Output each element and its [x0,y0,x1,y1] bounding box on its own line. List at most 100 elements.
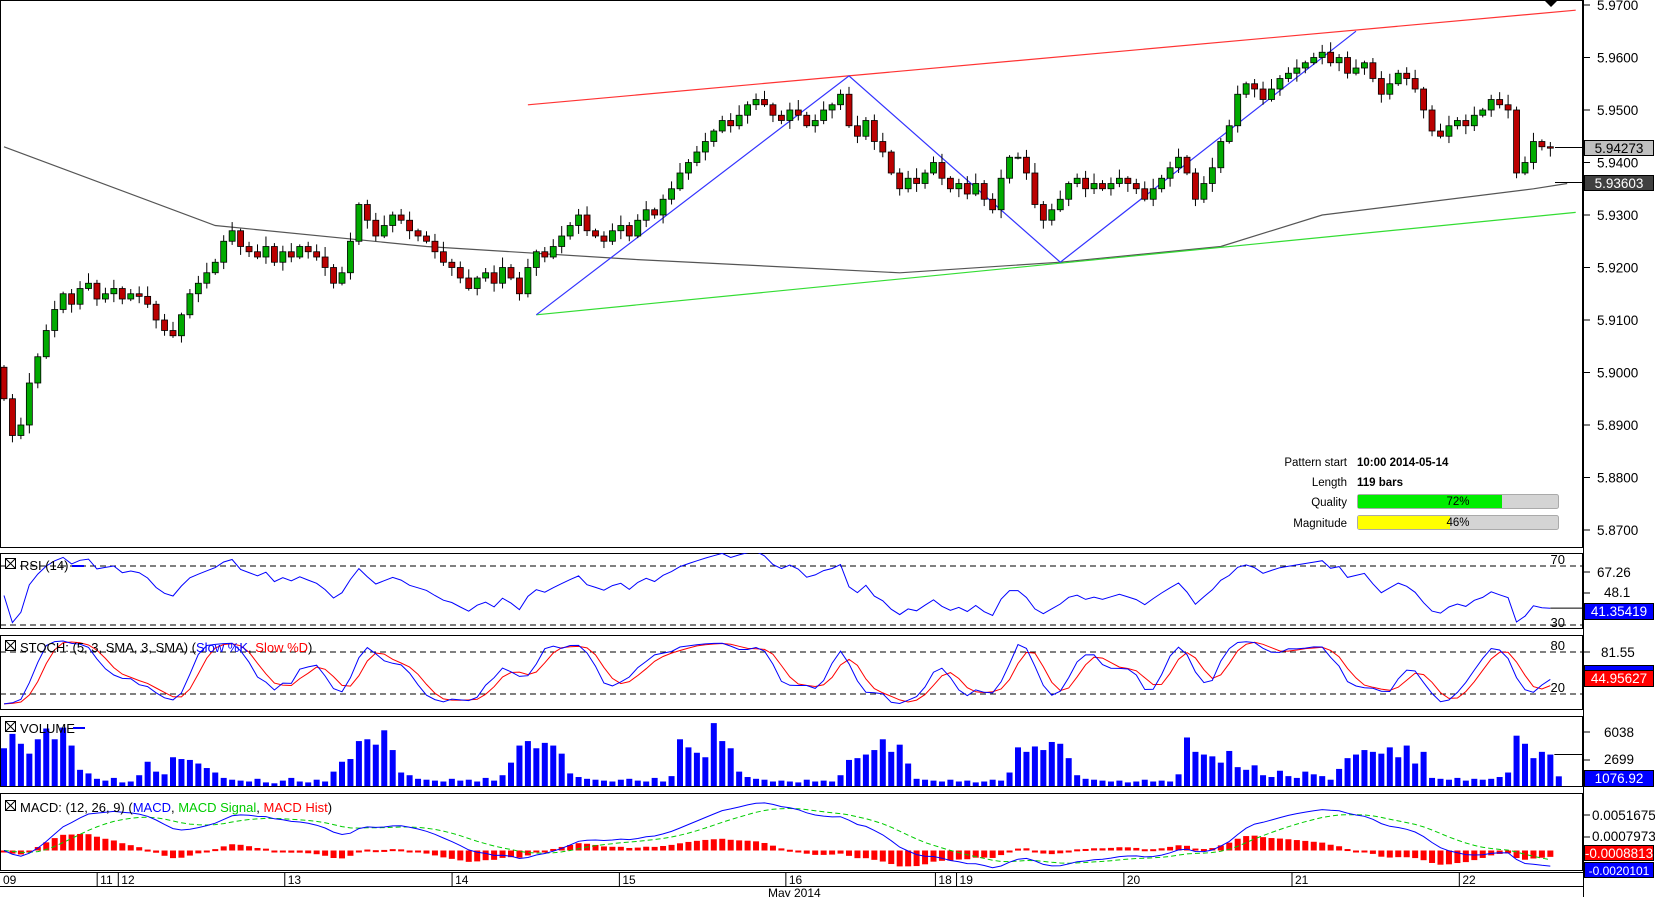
volume-bar [1107,781,1114,786]
candle-body [127,293,135,300]
macd-hist-bar [922,850,929,865]
macd-hist-bar [68,834,75,851]
macd-hist-bar [862,850,869,859]
candle-body [1513,109,1520,174]
volume-bar [110,777,117,786]
volume-bar [778,780,785,786]
macd-hist-bar [1378,850,1385,857]
candle-body [549,246,557,258]
candle-body [896,172,904,190]
volume-bar [541,742,548,786]
candle-body [237,230,245,247]
candle-body [592,230,599,237]
volume-bar [364,739,371,786]
macd-hist-bar [626,847,633,851]
candle-body [710,130,718,142]
volume-bar [389,750,396,786]
candle-body [1361,62,1368,69]
candle-body [1335,57,1343,64]
volume-bar [575,777,582,786]
candle-body [600,235,608,242]
volume-bar [1260,775,1267,786]
macd-hist-bar [1048,850,1055,855]
volume-bar [237,780,244,786]
candle-body [490,272,498,284]
volume-bar [1505,772,1512,786]
volume-bar [998,780,1005,786]
stoch-d-value-box [1584,670,1654,687]
macd-hist-bar [1293,840,1300,851]
candle-body [482,272,490,279]
candle-body [1242,83,1250,95]
macd-hist-bar [364,849,371,852]
candle-body [102,293,109,300]
candle-body [837,93,844,106]
volume-bar [829,781,836,786]
candle-body [389,214,397,226]
candle-body [507,267,515,279]
macd-panel [0,793,1583,871]
candle-body [194,282,202,295]
candle-body [473,277,481,289]
macd-hist-bar [1141,849,1148,852]
macd-hist-bar [1,850,7,853]
macd-hist-bar [719,838,726,851]
macd-hist-bar [1361,850,1368,853]
volume-bar [1420,751,1427,786]
volume-panel [0,716,1583,787]
volume-bar [1479,779,1486,786]
macd-hist-bar [846,850,852,856]
macd-hist-bar [1099,848,1106,851]
candle-body [651,209,659,216]
volume-bar [474,781,481,786]
macd-hist-bar [744,840,751,851]
volume-bar [347,759,354,786]
price-tick-label: 5.8800 [1597,471,1638,486]
candle-body [1352,67,1360,74]
macd-hist-bar [1057,850,1064,854]
support-line [536,211,1576,316]
candle-body [1411,78,1419,90]
macd-hist-bar [516,850,523,858]
candle-body [1006,156,1013,179]
candle-body [693,151,701,163]
volume-bar [677,739,683,786]
macd-hist-bar [1023,848,1030,851]
candle-body [1082,177,1089,190]
volume-bar [398,772,405,786]
candle-body [135,293,143,297]
magnitude-bar-fill [1358,516,1450,529]
day-label: 21 [1295,873,1309,887]
macd-hist-bar [389,849,396,852]
quality-value: 72% [1446,496,1469,508]
volume-bar [1276,770,1283,786]
macd-hist-bar [761,842,768,851]
volume-bar [930,780,937,786]
candle-body [1454,120,1461,127]
volume-bar [744,777,751,786]
candle-body [1124,177,1132,184]
volume-bar [846,759,852,786]
candle-body [1479,109,1487,116]
macd-hist-bar [592,844,599,851]
macd-hist-bar [1091,848,1098,851]
macd-hist-bar [161,850,168,856]
rsi-label: RSI (14) [20,558,68,573]
month-label: May 2014 [768,886,821,897]
volume-bar [60,727,67,786]
volume-axis: 6038 2699 1076.92 [1583,725,1654,787]
macd-hist-bar [1243,836,1250,851]
candle-body [828,104,836,111]
candle-body [9,398,16,436]
macd-hist-bar [524,850,531,856]
scroll-marker-icon[interactable] [1544,0,1558,7]
volume-bar [1175,774,1182,786]
macd-line [3,802,1551,869]
macd-hist-bar [279,850,286,853]
macd-hist-value: -0.0008813 [1585,846,1653,861]
candle-body [558,235,566,247]
candle-body [1259,88,1267,100]
macd-hist-bar [339,850,345,859]
candle-body [1530,141,1537,163]
volume-bar [313,779,320,786]
